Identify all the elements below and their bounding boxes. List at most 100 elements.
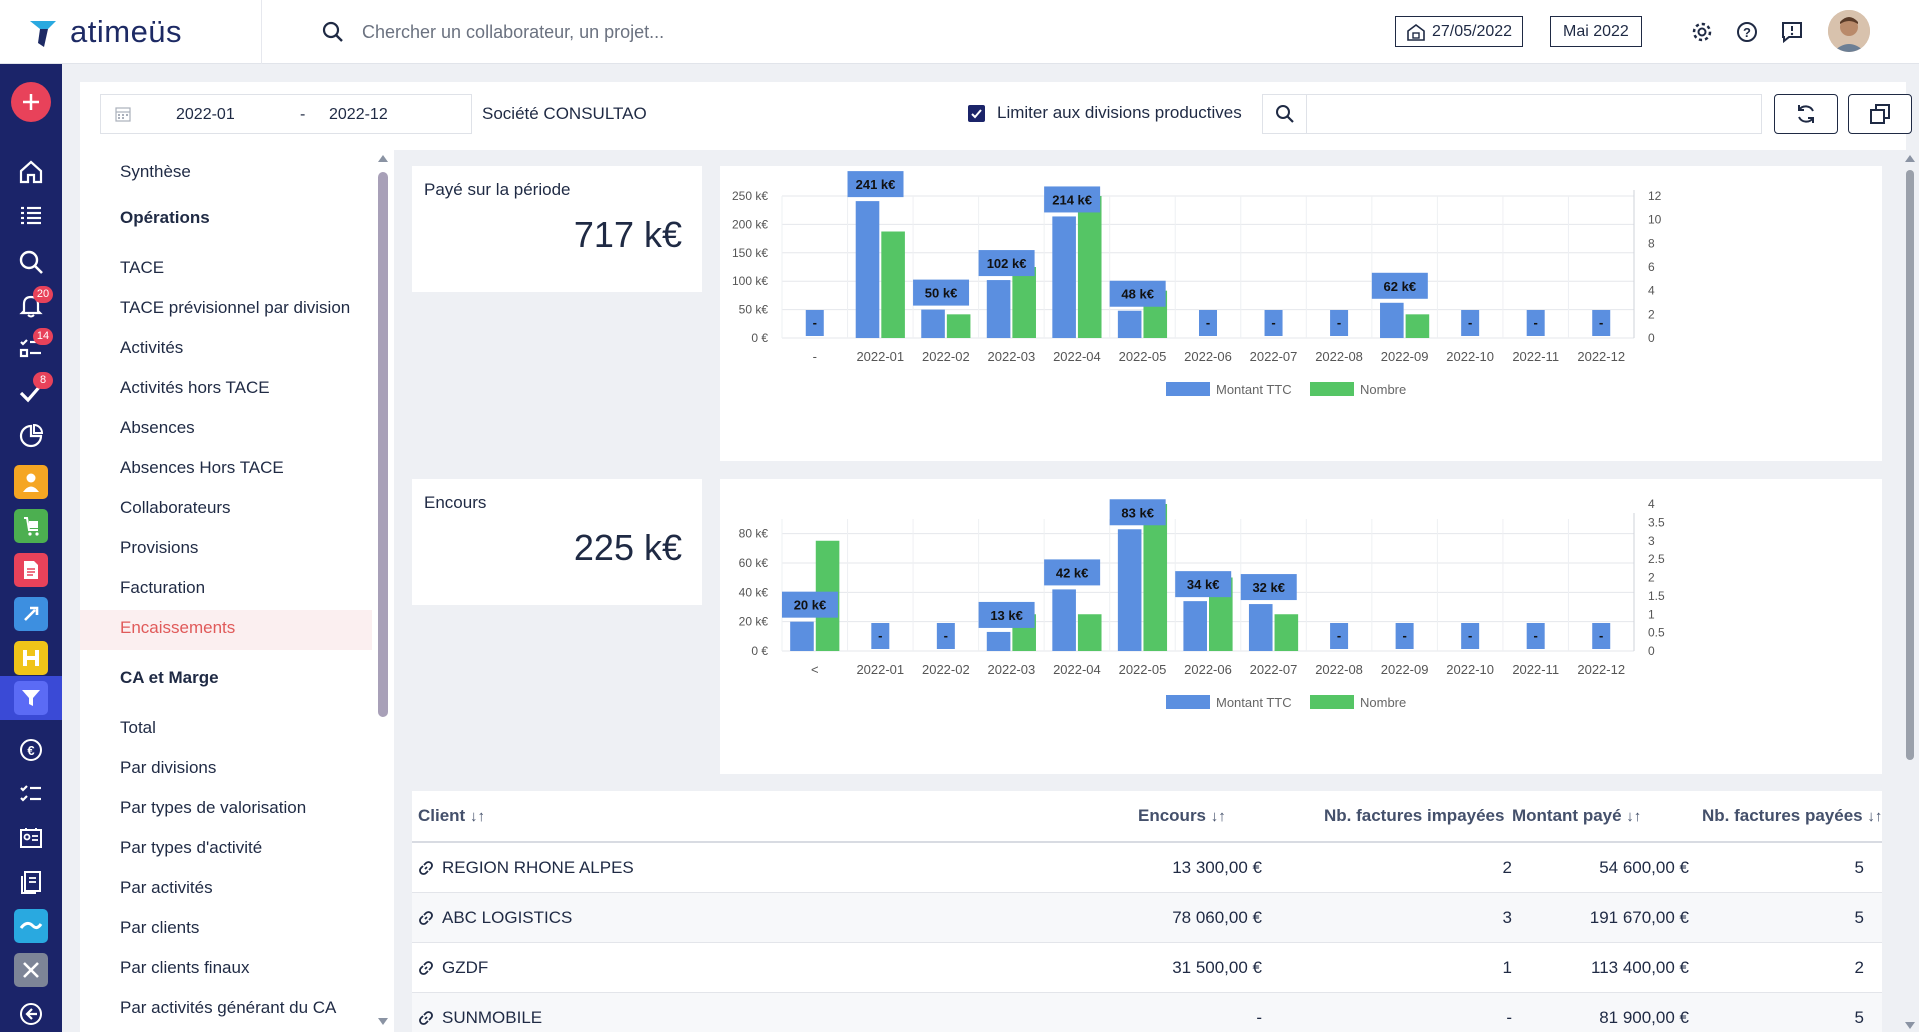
logo[interactable]: atimeüs: [26, 10, 182, 54]
global-search[interactable]: Chercher un collaborateur, un projet...: [322, 14, 664, 50]
dashboard-icon[interactable]: [9, 416, 53, 456]
main-scroll-up-icon[interactable]: [1905, 154, 1915, 162]
table-row[interactable]: SUNMOBILE - - 81 900,00 € 5: [412, 993, 1882, 1032]
cell-unpaid-count: 3: [1502, 908, 1512, 927]
rail-add-button[interactable]: [9, 82, 53, 122]
planning-icon[interactable]: [9, 638, 53, 678]
analytics-filter-icon[interactable]: [9, 678, 53, 718]
settings-icon[interactable]: [1688, 18, 1716, 46]
search-input[interactable]: Chercher un collaborateur, un projet...: [362, 21, 665, 42]
validations-badge: 8: [33, 372, 53, 389]
nav-item-activit-s-hors-tace[interactable]: Activités hors TACE: [120, 378, 270, 397]
link-icon[interactable]: [418, 960, 434, 976]
link-icon[interactable]: [418, 910, 434, 926]
col-header-encours[interactable]: Encours ↓↑: [1138, 806, 1226, 825]
legend-swatch-montant: [1166, 695, 1210, 709]
sort-icon[interactable]: ↓↑: [1626, 808, 1642, 825]
nav-item-tace-pr-visionnel-par-division[interactable]: TACE prévisionnel par division: [120, 298, 351, 317]
data-label-bg: [978, 250, 1035, 277]
avatar[interactable]: [1828, 10, 1870, 52]
expenses-icon[interactable]: [9, 506, 53, 546]
date-button[interactable]: 27/05/2022: [1395, 16, 1524, 47]
nav-item-synth-se[interactable]: Synthèse: [120, 162, 191, 181]
home-icon[interactable]: [9, 152, 53, 192]
tasks-icon[interactable]: 14: [9, 328, 53, 368]
y-right-tick-label: 8: [1648, 236, 1655, 250]
nav-item-provisions[interactable]: Provisions: [120, 538, 199, 557]
nav-item-collaborateurs[interactable]: Collaborateurs: [120, 498, 231, 517]
nav-item-absences-hors-tace[interactable]: Absences Hors TACE: [120, 458, 284, 477]
nav-scrollbar-thumb[interactable]: [378, 172, 388, 717]
period-button[interactable]: Mai 2022: [1550, 16, 1642, 47]
kpi-paid-card: Payé sur la période 717 k€: [412, 166, 702, 292]
filter-search-icon[interactable]: [1263, 95, 1307, 133]
nav-item-encaissements[interactable]: Encaissements: [120, 618, 236, 637]
euro-icon[interactable]: €: [9, 730, 53, 770]
projects-icon[interactable]: [9, 594, 53, 634]
kpi-outstanding-card: Encours 225 k€: [412, 479, 702, 605]
cell-client[interactable]: GZDF: [442, 958, 489, 977]
collapse-back-icon[interactable]: [9, 994, 53, 1032]
integration-icon[interactable]: [9, 906, 53, 946]
nav-item-par-types-d-activit-[interactable]: Par types d'activité: [120, 838, 263, 857]
rail-search-icon[interactable]: [9, 242, 53, 282]
nav-scroll-up-icon[interactable]: [378, 154, 388, 162]
data-label: 42 k€: [1056, 565, 1089, 580]
paid-chart: 0 € 50 k€ 100 k€ 150 k€ 200 k€ 250 k€ 0 2 4 6 8 10 1…: [732, 171, 1662, 397]
nav-item-total[interactable]: Total: [120, 718, 156, 737]
sort-icon[interactable]: ↓↑: [1867, 808, 1882, 825]
refresh-button[interactable]: [1774, 94, 1838, 134]
y-right-tick-label: 2: [1648, 307, 1655, 321]
validations-icon[interactable]: 8: [9, 372, 53, 412]
main-scroll-down-icon[interactable]: [1905, 1022, 1915, 1030]
documents-icon[interactable]: [9, 550, 53, 590]
nav-item-par-clients[interactable]: Par clients: [120, 918, 200, 937]
help-icon[interactable]: ?: [1733, 18, 1761, 46]
people-icon[interactable]: [9, 462, 53, 502]
table-row[interactable]: REGION RHONE ALPES 13 300,00 € 2 54 600,00 …: [412, 843, 1882, 893]
data-label: 83 k€: [1121, 505, 1154, 520]
nav-item-tace[interactable]: TACE: [120, 258, 165, 277]
y-right-tick-label: 10: [1648, 213, 1662, 227]
data-label-bg-empty: [936, 623, 955, 649]
link-icon[interactable]: [418, 1010, 434, 1026]
sort-icon[interactable]: ↓↑: [469, 808, 485, 825]
tools-icon[interactable]: [9, 950, 53, 990]
cell-client[interactable]: ABC LOGISTICS: [442, 908, 573, 927]
date-range-picker[interactable]: 2022-01 - 2022-12: [100, 94, 472, 134]
duplicate-window-button[interactable]: [1848, 94, 1912, 134]
filter-search[interactable]: [1262, 94, 1762, 134]
date-to[interactable]: 2022-12: [329, 106, 388, 123]
legend-swatch-nombre: [1310, 382, 1354, 396]
nav-item-par-activit-s[interactable]: Par activités: [120, 878, 213, 897]
limit-productive-checkbox[interactable]: Limiter aux divisions productives: [968, 103, 1242, 123]
checkbox-checked-icon[interactable]: [968, 104, 985, 122]
reports-icon[interactable]: [9, 862, 53, 902]
contacts-icon[interactable]: [9, 818, 53, 858]
col-header-paid[interactable]: Montant payé ↓↑: [1512, 806, 1642, 825]
nav-item-activit-s[interactable]: Activités: [120, 338, 184, 357]
nav-item-par-activit-s-g-n-rant-du-ca[interactable]: Par activités générant du CA: [120, 998, 337, 1017]
table-row[interactable]: GZDF 31 500,00 € 1 113 400,00 € 2: [412, 943, 1882, 993]
nav-item-absences[interactable]: Absences: [120, 418, 195, 437]
col-header-paid-count[interactable]: Nb. factures payées ↓↑: [1702, 806, 1882, 825]
sort-icon[interactable]: ↓↑: [1210, 808, 1226, 825]
notifications-icon[interactable]: 20: [9, 286, 53, 326]
date-from[interactable]: 2022-01: [176, 106, 235, 123]
cell-client[interactable]: SUNMOBILE: [442, 1008, 543, 1027]
link-icon[interactable]: [418, 860, 434, 876]
feedback-icon[interactable]: [1778, 18, 1806, 46]
col-header-client[interactable]: Client ↓↑: [418, 806, 485, 825]
table-row[interactable]: ABC LOGISTICS 78 060,00 € 3 191 670,00 € 5: [412, 893, 1882, 943]
main-scrollbar-thumb[interactable]: [1906, 170, 1914, 760]
nav-item-par-divisions[interactable]: Par divisions: [120, 758, 217, 777]
cell-client[interactable]: REGION RHONE ALPES: [442, 858, 634, 877]
checklist-icon[interactable]: [9, 774, 53, 814]
nav-scroll-down-icon[interactable]: [378, 1018, 388, 1026]
list-icon[interactable]: [9, 196, 53, 236]
plus-icon: [23, 94, 39, 110]
nav-item-facturation[interactable]: Facturation: [120, 578, 206, 597]
nav-item-par-clients-finaux[interactable]: Par clients finaux: [120, 958, 250, 977]
nav-item-par-types-de-valorisation[interactable]: Par types de valorisation: [120, 798, 307, 817]
y-right-tick-label: 6: [1648, 260, 1655, 274]
